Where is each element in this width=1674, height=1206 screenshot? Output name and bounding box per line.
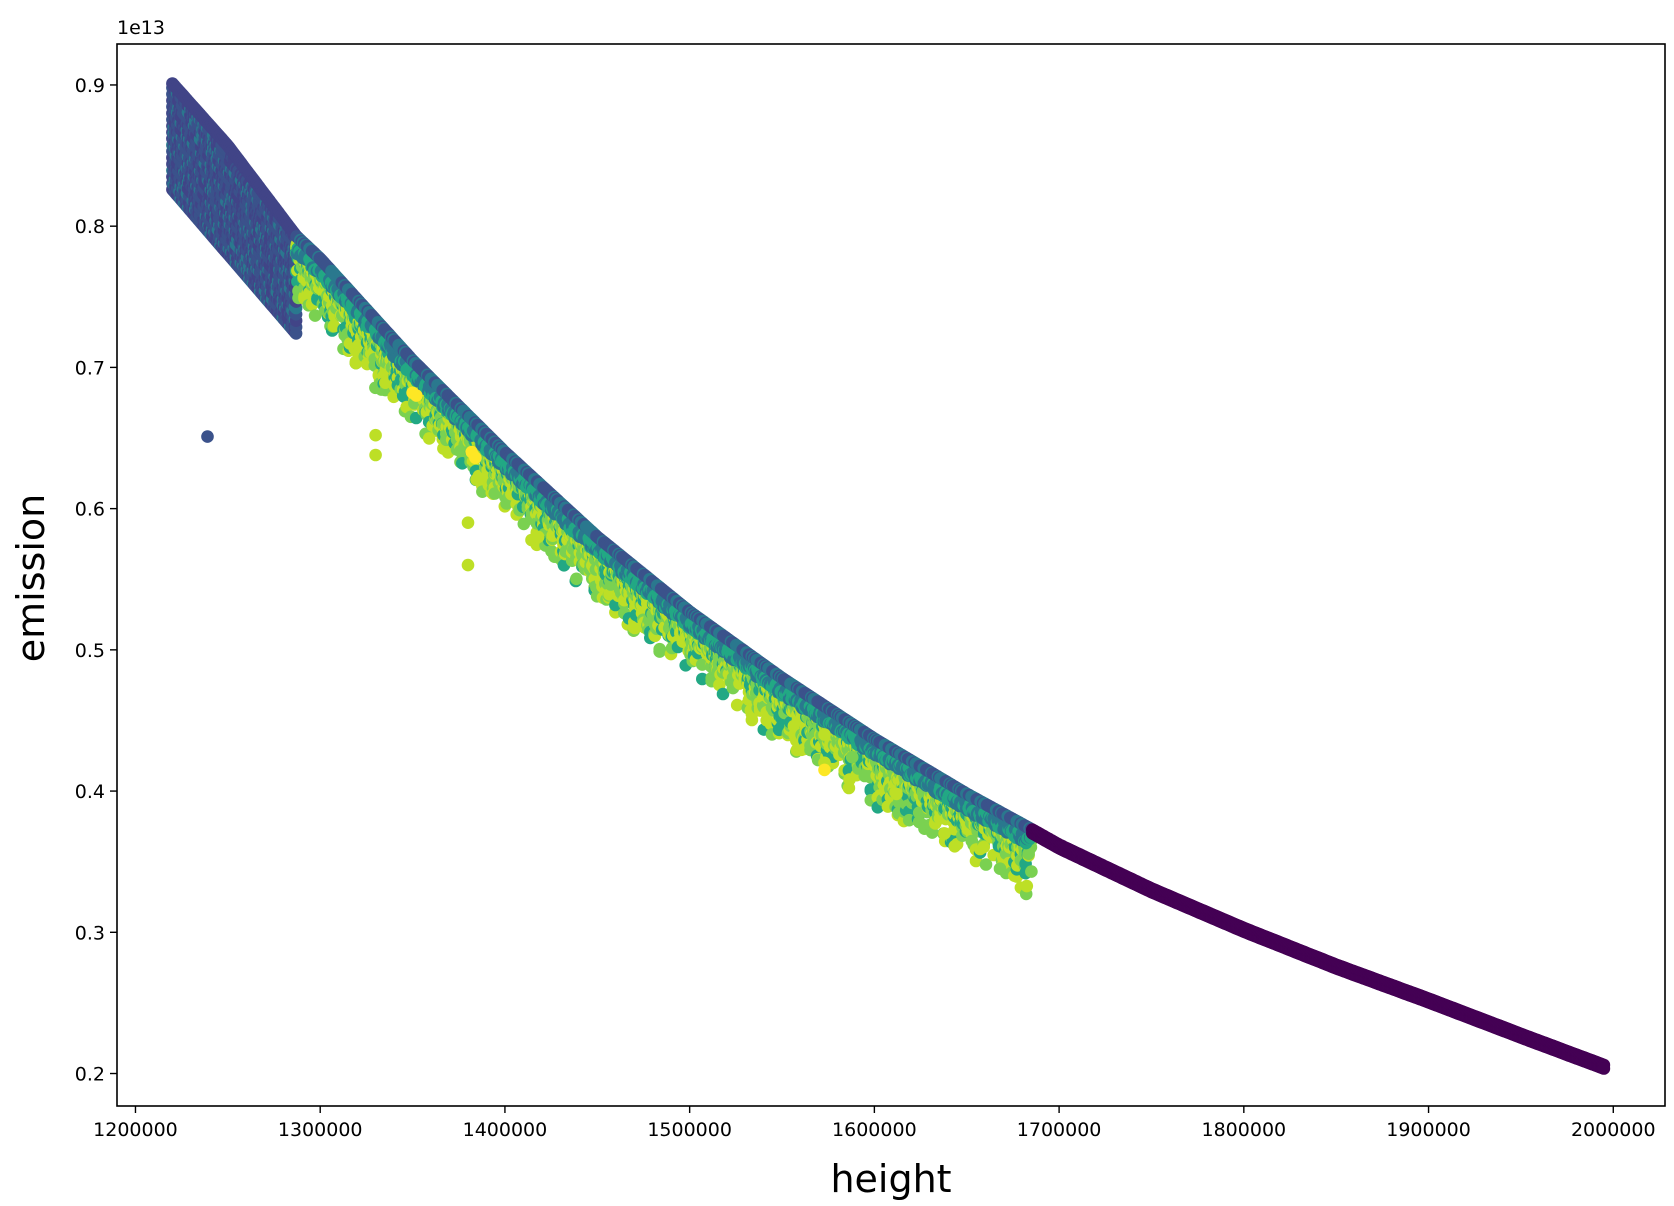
data-points bbox=[166, 77, 1611, 1075]
data-point bbox=[570, 572, 583, 586]
